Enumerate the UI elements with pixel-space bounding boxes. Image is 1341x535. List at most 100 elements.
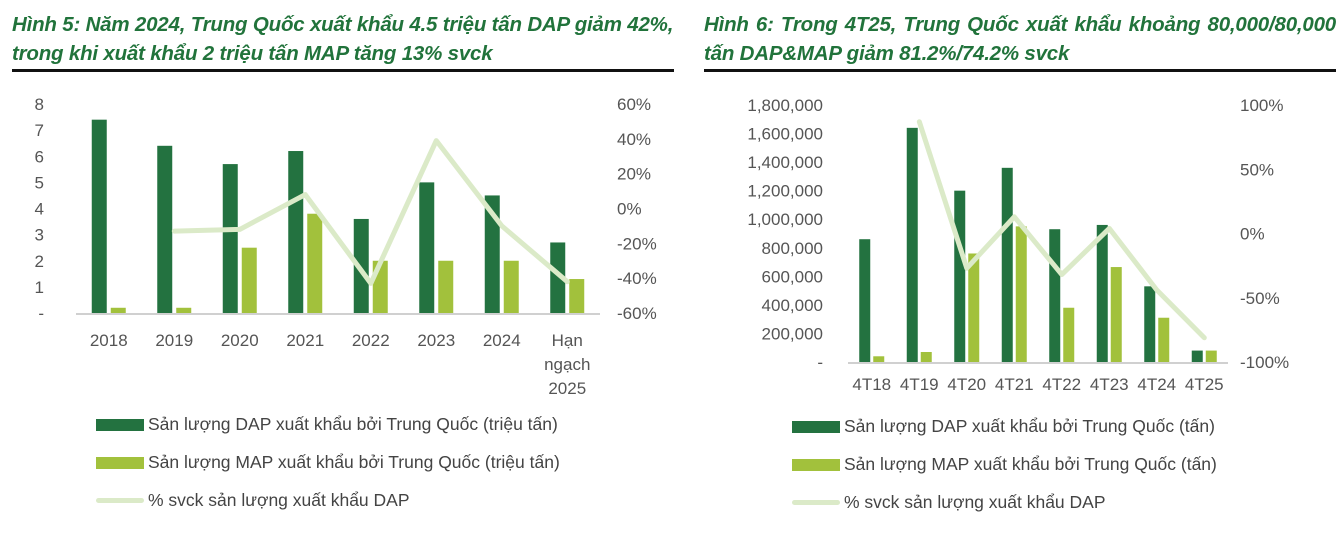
left-axis-tick-label: 2 bbox=[35, 252, 44, 271]
legend-item: % svck sản lượng xuất khẩu DAP bbox=[96, 490, 410, 511]
left-axis-tick-label: 7 bbox=[35, 121, 44, 140]
map-bar bbox=[873, 356, 885, 362]
dap-bar bbox=[1144, 286, 1156, 362]
figure-6-chart: - 200,000 400,000 600,000 800,000 1,000,000 1,… bbox=[747, 96, 1289, 394]
left-axis-tick-label: 3 bbox=[35, 226, 44, 245]
figure-5-chart: - 1 2 3 4 5 6 7 8 -60% -40% -20% 0% 20% 40% 60% 2018 2019… bbox=[35, 95, 657, 398]
legend-label: Sản lượng DAP xuất khẩu bởi Trung Quốc (… bbox=[148, 414, 558, 434]
legend-item: % svck sản lượng xuất khẩu DAP bbox=[792, 492, 1106, 513]
right-axis-tick-label: -60% bbox=[617, 304, 657, 323]
map-bar bbox=[1205, 350, 1217, 362]
x-axis-tick-label: 4T20 bbox=[947, 375, 986, 394]
dap-bar bbox=[1049, 229, 1061, 362]
map-bar bbox=[503, 260, 519, 313]
figure-6-panel: Hình 6: Trong 4T25, Trung Quốc xuất khẩu… bbox=[680, 0, 1341, 535]
legend-label: % svck sản lượng xuất khẩu DAP bbox=[844, 492, 1106, 512]
right-axis-tick-label: -40% bbox=[617, 269, 657, 288]
right-axis-tick-label: 50% bbox=[1240, 160, 1274, 179]
figure-6-title-rule bbox=[704, 69, 1336, 72]
map-bar bbox=[438, 260, 454, 313]
right-axis-tick-label: -100% bbox=[1240, 353, 1289, 372]
map-bar bbox=[569, 279, 585, 313]
right-axis-tick-label: 60% bbox=[617, 95, 651, 114]
x-axis-tick-label: 2018 bbox=[90, 331, 128, 350]
map-bar bbox=[1015, 226, 1027, 362]
right-axis-tick-label: -50% bbox=[1240, 289, 1280, 308]
map-bar bbox=[110, 307, 126, 313]
x-axis-tick-label: 2024 bbox=[483, 331, 521, 350]
dap-bar bbox=[954, 190, 966, 362]
legend-item: Sản lượng MAP xuất khẩu bởi Trung Quốc (… bbox=[96, 452, 560, 473]
right-axis-tick-label: 0% bbox=[617, 200, 642, 219]
x-axis-tick-label: 4T24 bbox=[1137, 375, 1176, 394]
left-axis-tick-label: - bbox=[817, 353, 823, 372]
legend-bar-swatch bbox=[96, 418, 144, 431]
x-axis-tick-label: ngạch bbox=[544, 355, 590, 374]
left-axis-tick-label: 5 bbox=[35, 173, 44, 192]
x-axis-tick-label: Hạn bbox=[552, 331, 583, 350]
figure-6-title: Hình 6: Trong 4T25, Trung Quốc xuất khẩu… bbox=[704, 13, 1336, 65]
map-bar bbox=[1110, 267, 1122, 362]
dap-bar bbox=[484, 195, 500, 313]
right-axis-tick-label: 0% bbox=[1240, 225, 1265, 244]
map-bar bbox=[176, 307, 192, 313]
legend-line-swatch bbox=[792, 500, 840, 505]
legend-label: Sản lượng DAP xuất khẩu bởi Trung Quốc (… bbox=[844, 416, 1215, 436]
map-bar bbox=[920, 352, 932, 362]
dap-bar bbox=[1191, 350, 1203, 362]
dap-bar bbox=[1001, 167, 1013, 362]
dap-bar bbox=[906, 127, 918, 362]
right-axis-tick-label: 40% bbox=[617, 130, 651, 149]
legend-item: Sản lượng MAP xuất khẩu bởi Trung Quốc (… bbox=[792, 454, 1217, 475]
x-axis-tick-label: 4T23 bbox=[1090, 375, 1129, 394]
right-axis-tick-label: 100% bbox=[1240, 96, 1283, 115]
dap-bar bbox=[157, 145, 173, 313]
x-axis-tick-label: 4T25 bbox=[1185, 375, 1224, 394]
x-axis-tick-label: 4T21 bbox=[995, 375, 1034, 394]
x-axis-tick-label: 2023 bbox=[417, 331, 455, 350]
left-axis-tick-label: 1,600,000 bbox=[747, 125, 823, 144]
legend-bar-swatch bbox=[792, 458, 840, 471]
x-axis-tick-label: 2022 bbox=[352, 331, 390, 350]
x-axis-tick-label: 4T22 bbox=[1042, 375, 1081, 394]
map-bar bbox=[968, 253, 980, 362]
dap-bar bbox=[550, 242, 566, 313]
dap-bar bbox=[222, 164, 238, 313]
map-bar bbox=[241, 247, 257, 313]
right-axis-tick-label: 20% bbox=[617, 165, 651, 184]
left-axis-tick-label: 4 bbox=[35, 200, 44, 219]
dap-bar bbox=[288, 151, 304, 313]
left-axis-tick-label: - bbox=[38, 304, 44, 323]
legend-label: % svck sản lượng xuất khẩu DAP bbox=[148, 490, 410, 510]
legend-line-swatch bbox=[96, 498, 144, 503]
left-axis-tick-label: 200,000 bbox=[762, 324, 823, 343]
legend-label: Sản lượng MAP xuất khẩu bởi Trung Quốc (… bbox=[844, 454, 1217, 474]
x-axis-tick-label: 2025 bbox=[548, 379, 586, 398]
x-axis-tick-label: 2019 bbox=[155, 331, 193, 350]
dap-bar bbox=[419, 182, 435, 313]
figure-5-title-rule bbox=[12, 69, 674, 72]
left-axis-tick-label: 1,800,000 bbox=[747, 96, 823, 115]
left-axis-tick-label: 1,000,000 bbox=[747, 210, 823, 229]
x-axis-tick-label: 4T18 bbox=[852, 375, 891, 394]
figure-5-title: Hình 5: Năm 2024, Trung Quốc xuất khẩu 4… bbox=[12, 13, 674, 65]
legend-item: Sản lượng DAP xuất khẩu bởi Trung Quốc (… bbox=[792, 416, 1215, 437]
x-axis-tick-label: 4T19 bbox=[900, 375, 939, 394]
figure-5-panel: Hình 5: Năm 2024, Trung Quốc xuất khẩu 4… bbox=[12, 13, 674, 511]
dap-bar bbox=[91, 119, 107, 313]
left-axis-tick-label: 400,000 bbox=[762, 296, 823, 315]
right-axis-tick-label: -20% bbox=[617, 234, 657, 253]
dap-bar bbox=[859, 239, 871, 362]
left-axis-tick-label: 1 bbox=[35, 278, 44, 297]
x-axis-tick-label: 2021 bbox=[286, 331, 324, 350]
x-axis-tick-label: 2020 bbox=[221, 331, 259, 350]
dap-bar bbox=[1096, 224, 1108, 362]
left-axis-tick-label: 600,000 bbox=[762, 267, 823, 286]
left-axis-tick-label: 8 bbox=[35, 95, 44, 114]
left-axis-tick-label: 6 bbox=[35, 147, 44, 166]
left-axis-tick-label: 1,200,000 bbox=[747, 182, 823, 201]
left-axis-tick-label: 1,400,000 bbox=[747, 153, 823, 172]
legend-item: Sản lượng DAP xuất khẩu bởi Trung Quốc (… bbox=[96, 414, 558, 435]
legend-bar-swatch bbox=[792, 420, 840, 433]
legend-bar-swatch bbox=[96, 456, 144, 469]
